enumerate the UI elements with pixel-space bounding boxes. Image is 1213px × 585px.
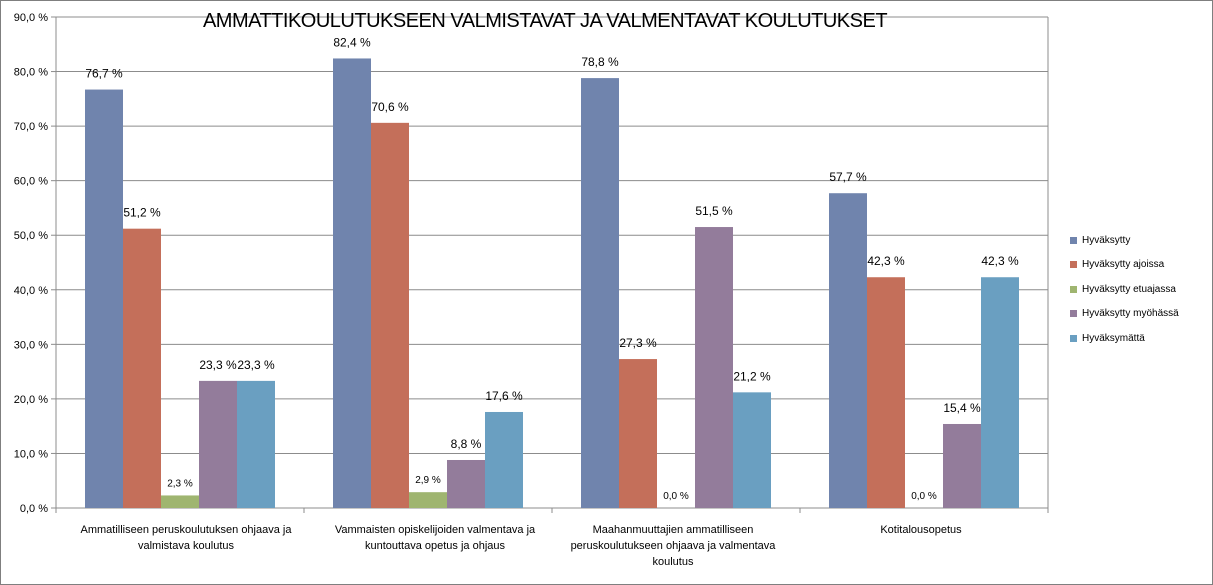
bar [199, 380, 237, 508]
bar [409, 492, 447, 508]
category-label-2: Vammaisten opiskelijoiden valmentava ja … [334, 524, 536, 552]
legend-item-hyvaksytty-myohassa: Hyväksytty myöhässä [1070, 306, 1210, 322]
legend-label-hyvaksytty: Hyväksytty [1082, 234, 1131, 246]
data-label: 23,3 % [199, 358, 237, 372]
legend-label-hyvaksymatta: Hyväksymättä [1082, 332, 1145, 344]
data-label: 27,3 % [619, 336, 657, 350]
data-label: 76,7 % [85, 67, 123, 81]
y-tick-label: 40,0 % [14, 285, 48, 297]
y-tick-label: 80,0 % [14, 67, 48, 79]
chart-title: AMMATTIKOULUTUKSEEN VALMISTAVAT JA VALME… [202, 10, 888, 32]
bar [829, 193, 867, 508]
data-label: 0,0 % [911, 491, 937, 502]
category-label-4: Kotitalousopetus [880, 524, 962, 536]
bar [867, 277, 905, 508]
y-tick-label: 10,0 % [14, 448, 48, 460]
bar [371, 122, 409, 509]
legend-item-hyvaksytty: Hyväksytty [1070, 232, 1210, 248]
data-label: 42,3 % [867, 254, 905, 268]
data-label: 8,8 % [451, 437, 482, 451]
data-label: 17,6 % [485, 389, 523, 403]
bar [581, 78, 619, 508]
legend-item-hyvaksytty-etuajassa: Hyväksytty etuajassa [1070, 281, 1210, 297]
data-label: 21,2 % [733, 369, 771, 383]
bar [733, 392, 771, 508]
legend-item-hyvaksytty-ajoissa: Hyväksytty ajoissa [1070, 257, 1210, 273]
category-label-3: Maahanmuuttajien ammatilliseen peruskoul… [570, 524, 776, 568]
bar [85, 89, 123, 508]
bar [485, 411, 523, 508]
legend-label-hyvaksytty-ajoissa: Hyväksytty ajoissa [1082, 259, 1165, 270]
legend-label-hyvaksytty-myohassa: Hyväksytty myöhässä [1082, 308, 1179, 319]
data-label: 57,7 % [829, 170, 867, 184]
y-tick-label: 50,0 % [14, 230, 48, 242]
legend-swatch-hyvaksymatta [1070, 334, 1077, 342]
data-label: 51,5 % [695, 204, 733, 218]
legend-swatch-hyvaksytty-myohassa [1070, 310, 1077, 317]
legend: Hyväksytty Hyväksytty ajoissa Hyväksytty… [1070, 232, 1210, 355]
y-tick-label: 70,0 % [14, 121, 48, 133]
y-tick-label: 30,0 % [14, 339, 48, 351]
bar [123, 228, 161, 509]
legend-item-hyvaksymatta: Hyväksymättä [1070, 330, 1210, 346]
data-label: 78,8 % [581, 55, 619, 69]
y-tick-label: 20,0 % [14, 394, 48, 406]
legend-label-hyvaksytty-etuajassa: Hyväksytty etuajassa [1082, 283, 1176, 295]
bar [333, 58, 371, 509]
bar [981, 277, 1019, 508]
data-label: 51,2 % [123, 206, 161, 220]
data-label: 15,4 % [943, 401, 981, 415]
bar [619, 359, 657, 508]
legend-swatch-hyvaksytty-etuajassa [1070, 285, 1077, 293]
data-label: 42,3 % [981, 254, 1019, 268]
y-tick-label: 0,0 % [20, 503, 48, 515]
data-label: 70,6 % [371, 100, 409, 114]
legend-swatch-hyvaksytty-ajoissa [1070, 261, 1077, 268]
bar [237, 380, 275, 508]
y-tick-label: 90,0 % [14, 12, 48, 24]
data-label: 23,3 % [237, 358, 275, 372]
y-tick-label: 60,0 % [14, 176, 48, 188]
data-label: 0,0 % [663, 491, 689, 502]
category-label-1: Ammatilliseen peruskoulutuksen ohjaava j… [80, 524, 292, 552]
bar [447, 459, 485, 508]
legend-swatch-hyvaksytty [1070, 236, 1077, 244]
data-label: 2,9 % [415, 475, 441, 486]
data-label: 2,3 % [167, 478, 193, 489]
bar [161, 495, 199, 508]
bar [943, 423, 981, 508]
bar [695, 227, 733, 509]
data-label: 82,4 % [333, 35, 371, 49]
